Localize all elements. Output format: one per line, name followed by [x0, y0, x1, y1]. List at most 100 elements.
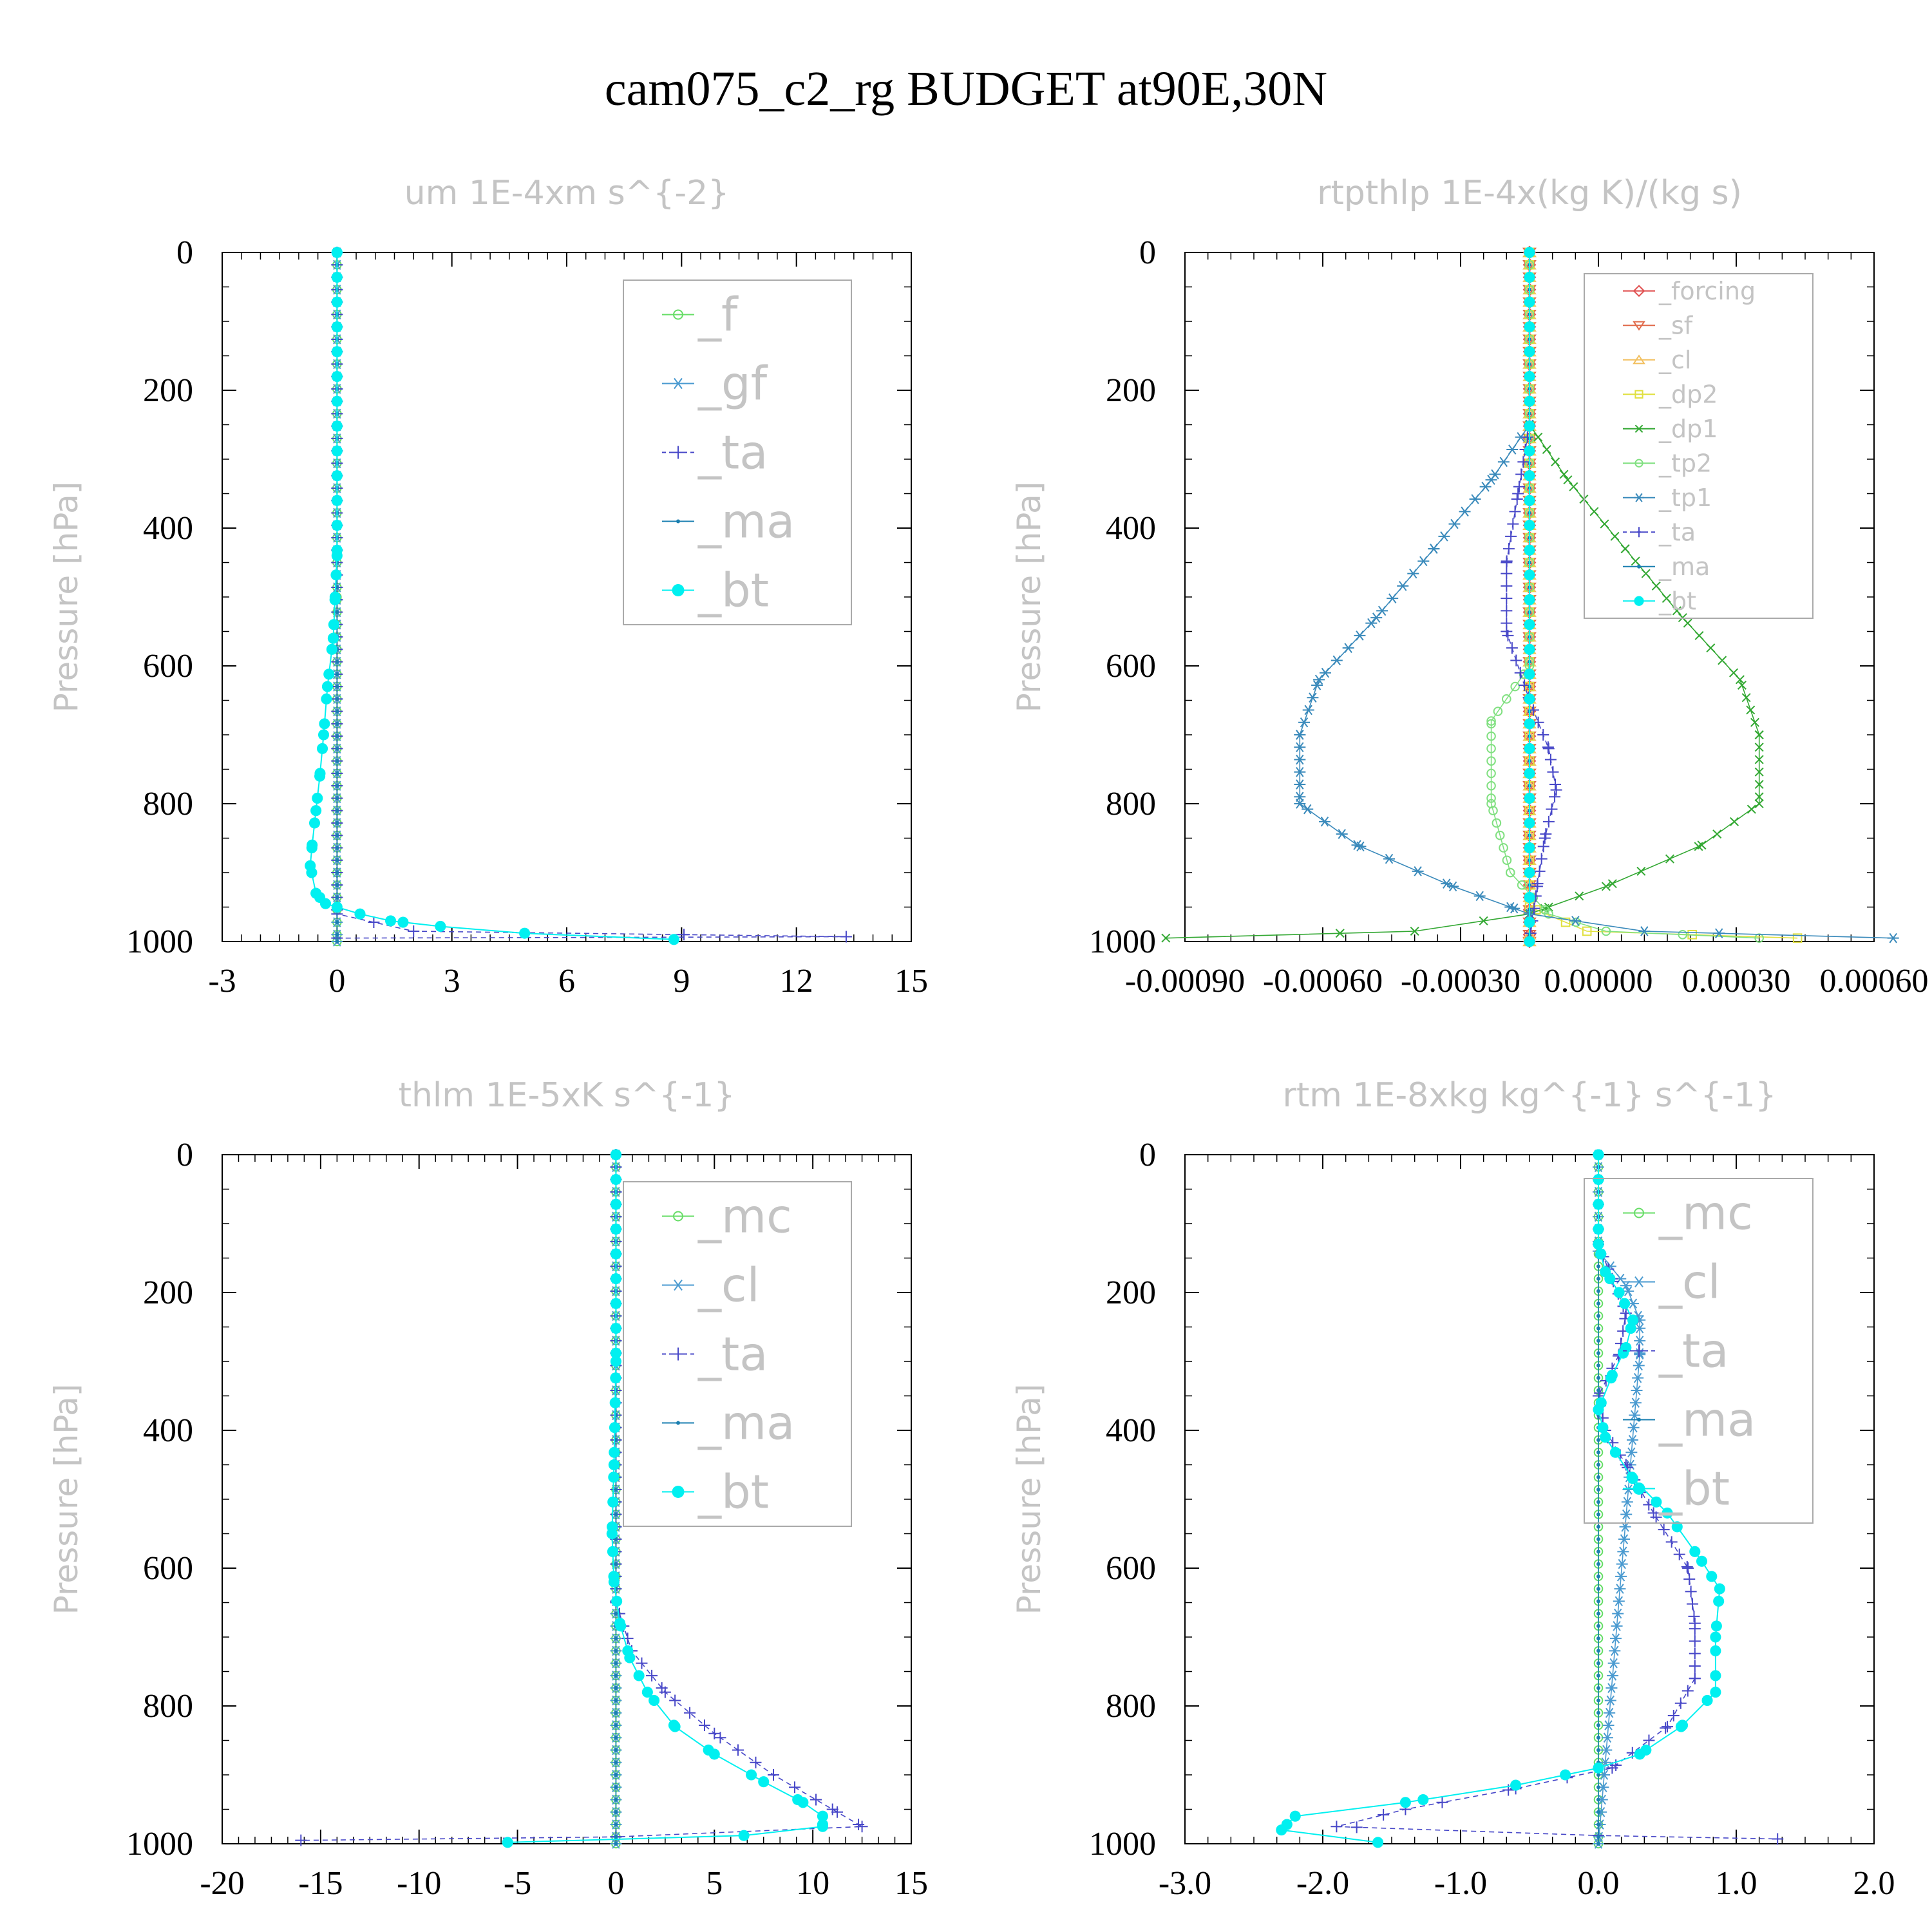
panel1-series-bt-point [435, 920, 446, 933]
panel2-series-ta-point [1544, 753, 1557, 766]
panel2-ytick-label: 800 [1106, 786, 1156, 822]
panel2-series-tp1-point [1294, 754, 1306, 765]
panel3-series-bt-point [609, 1422, 621, 1434]
panel2-series-tp2-point [1544, 909, 1554, 919]
panel2-series-tp1-point [1469, 494, 1481, 504]
panel2-series-dp1-point [1620, 544, 1630, 554]
panel2-series-tp1-point [1331, 655, 1343, 666]
panel4-series-bt-point [1593, 1224, 1604, 1235]
panel2-series-dp1-point [1479, 916, 1488, 925]
panel4-series-cl-point [1625, 1447, 1638, 1458]
panel2-series-tp2-point [1493, 706, 1503, 716]
panel4-series-cl-point [1612, 1608, 1624, 1619]
panel1-series-bt-point [331, 901, 343, 913]
panel2-series-dp1-point [1665, 854, 1674, 864]
panel1-series-bt-point [317, 729, 330, 741]
panel1-series-bt-point [519, 927, 531, 939]
panel1-series-bt-point [331, 550, 343, 562]
panel1-series-bt-point [331, 520, 343, 531]
panel2-series-ta-point [1502, 543, 1515, 555]
panel2-series-dp2-point [1792, 933, 1803, 943]
panel2-series-ta-point [1501, 625, 1513, 638]
panel2-series-tp2-point [1492, 818, 1502, 828]
panel2-series-tp1-point [1302, 804, 1314, 815]
panel4-series-ma-point [1596, 1524, 1600, 1529]
panel3-series-bt-point [606, 1528, 618, 1540]
panel2-series-tp1-point [1302, 705, 1314, 715]
panel2-series-ta-point [1517, 456, 1530, 468]
panel1-series-bt-point [321, 693, 332, 705]
panel4-series-ta-point [1682, 1562, 1694, 1574]
panel3-series-bt-point [610, 1347, 621, 1359]
panel2-series-bt-point [1524, 891, 1535, 904]
panel4-series-ta-point [1331, 1821, 1343, 1833]
panel2-series-bt-point [1524, 916, 1535, 928]
panel4-series-ma-point [1596, 1463, 1600, 1467]
panel3-series-bt-point [633, 1670, 645, 1681]
panel3-xtick-label: 15 [895, 1865, 928, 1902]
panel4-series-cl-point [1607, 1658, 1620, 1669]
panel2-series-ta-point [1531, 880, 1543, 893]
panel3-ylabel: Pressure [hPa] [48, 1384, 85, 1615]
panel4-series-bt-point [1689, 1546, 1701, 1557]
panel2-series-ta-point [1501, 605, 1513, 617]
panel4-ytick-label: 400 [1106, 1412, 1156, 1449]
panel3-ytick-label: 200 [143, 1274, 193, 1311]
panel2-series-tp2-point [1486, 744, 1496, 753]
panel1-xtick-label: 6 [558, 963, 575, 999]
panel1-legend-label: _ma [697, 495, 795, 549]
panel4-series-cl-point [1621, 1497, 1633, 1508]
panel4-series-ta-point [1689, 1617, 1701, 1629]
panel4-series-ta-point [1689, 1647, 1701, 1660]
panel2-legend-marker [1634, 596, 1644, 606]
panel1-series-ma-point [335, 697, 339, 701]
panel3-series-bt-point [610, 1356, 621, 1367]
panel2-series-dp1-point [1747, 804, 1756, 814]
panel2-series-tp1-point [1569, 916, 1582, 926]
panel4-series-ma-point [1596, 1624, 1600, 1628]
panel4-series-cl-point [1607, 1671, 1619, 1681]
panel3-series-ma-point [614, 1636, 618, 1641]
panel3-title: thlm 1E-5xK s^{-1} [399, 1076, 735, 1115]
panel1-series-bt-point [319, 718, 330, 730]
panel2-series-ta-point [1537, 840, 1549, 853]
panel2-series-dp1-point [1706, 643, 1716, 653]
panel4-legend-label: _mc [1658, 1186, 1753, 1240]
panel3-xtick-label: -15 [298, 1865, 343, 1902]
panel1-series-ma-point [335, 784, 339, 788]
panel2-series-tp1-point [1387, 593, 1399, 603]
panel4-series-ma-point [1596, 1823, 1600, 1827]
panel3-series-bt-line [507, 1155, 824, 1843]
panel3-series-bt-point [610, 1198, 621, 1210]
panel4-series-bt-point [1701, 1694, 1713, 1706]
panel4-series-ma-point [1596, 1748, 1600, 1752]
panel2-legend-label: _cl [1658, 346, 1691, 374]
panel4-series-bt-point [1606, 1369, 1618, 1381]
panel3-series-ta-point [768, 1769, 779, 1781]
panel4-series-cl-point [1605, 1683, 1618, 1693]
panel4-legend-label: _ma [1658, 1393, 1756, 1447]
panel3-legend-label: _mc [697, 1189, 792, 1244]
panel4-series-ma-point [1596, 1326, 1600, 1331]
panel2-series-bt-point [1524, 346, 1535, 357]
panel1-series-bt-point [323, 668, 335, 680]
panel2-series-bt-point [1524, 936, 1535, 947]
panel2-series-bt-point [1524, 693, 1535, 705]
panel4-series-ma-point [1596, 1710, 1600, 1715]
panel2-series-tp2-point [1678, 930, 1688, 940]
panel3-series-ta-point [669, 1694, 681, 1707]
panel3-ytick-label: 1000 [126, 1826, 193, 1862]
panel2-legend-marker [1633, 285, 1645, 298]
panel3-series-ma-point [614, 1611, 618, 1616]
panel4-series-ta-point [1667, 1709, 1680, 1721]
panel4-series-ma-point [1596, 1302, 1600, 1306]
panel2-series-dp1-point [1631, 556, 1640, 566]
panel3-legend-label: _ta [697, 1327, 768, 1381]
panel4-ytick-label: 800 [1106, 1688, 1156, 1725]
panel4-series-bt-point [1593, 1198, 1604, 1210]
panel4-series-bt-point [1600, 1266, 1611, 1278]
panel2-series-dp1-point [1641, 569, 1651, 578]
panel2-series-ta-point [1510, 654, 1522, 667]
panel1-series-ma-point [335, 858, 339, 862]
panel3-series-ta-point [732, 1744, 744, 1756]
